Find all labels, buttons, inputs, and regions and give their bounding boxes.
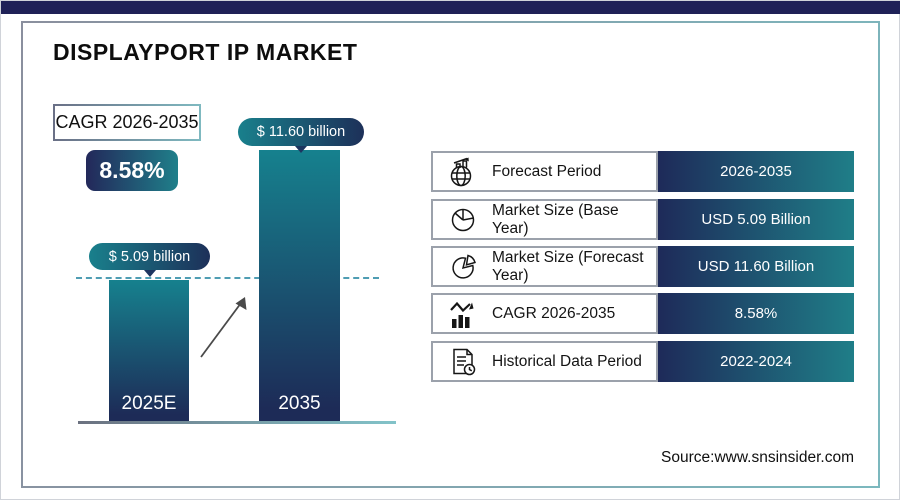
cagr-value: 8.58%: [99, 157, 165, 183]
row-value: 8.58%: [734, 305, 778, 322]
source-attribution: Source:www.snsinsider.com: [661, 449, 854, 466]
table-row-label-market-size-base: Market Size (Base Year): [431, 199, 658, 240]
pie-chart-exploded-icon: [452, 254, 476, 279]
row-value: USD 11.60 Billion: [697, 258, 815, 275]
top-accent-bar: [1, 1, 900, 14]
row-value: USD 5.09 Billion: [701, 211, 811, 228]
bar-2025-value-label: $ 5.09 billion: [108, 248, 191, 265]
bar-2035-value-pill: $ 11.60 billion: [238, 118, 364, 153]
pill-pointer-down-icon: [143, 270, 156, 277]
row-label: CAGR 2026-2035: [492, 304, 616, 322]
document-clock-icon: [453, 348, 476, 375]
page-title: DISPLAYPORT IP MARKET: [53, 39, 358, 65]
reference-dashed-line: [76, 277, 379, 279]
x-axis-line: [78, 421, 396, 424]
cagr-value-badge: 8.58%: [86, 150, 178, 191]
table-row-value-historical-period: 2022-2024: [658, 341, 854, 382]
table-row-label-forecast-period: Forecast Period: [431, 151, 658, 192]
row-label: Forecast Period: [492, 162, 602, 180]
row-value: 2022-2024: [720, 353, 792, 370]
bar-2025-category-label: 2025E: [121, 393, 177, 414]
cagr-period-box: CAGR 2026-2035: [53, 104, 201, 141]
pill-pointer-down-icon: [295, 146, 307, 153]
globe-growth-icon: [450, 157, 472, 186]
table-row-value-forecast-period: 2026-2035: [658, 151, 854, 192]
cagr-period-label: CAGR 2026-2035: [55, 112, 199, 132]
bar-2035: 2035: [259, 150, 340, 422]
bar-2025-value-pill: $ 5.09 billion: [89, 243, 210, 277]
bar-2025: 2025E: [109, 280, 189, 422]
table-row-label-cagr: CAGR 2026-2035: [431, 293, 658, 334]
growth-arrow-icon: [200, 297, 247, 358]
row-label: Market Size (Forecast Year): [492, 248, 644, 284]
bar-chart-growth-icon: [450, 301, 474, 328]
row-label: Historical Data Period: [492, 352, 642, 370]
bar-2035-category-label: 2035: [278, 393, 321, 414]
table-row-label-historical-period: Historical Data Period: [431, 341, 658, 382]
row-label: Market Size (Base Year): [492, 201, 619, 237]
table-row-label-market-size-forecast: Market Size (Forecast Year): [431, 246, 658, 287]
table-row-value-market-size-forecast: USD 11.60 Billion: [658, 246, 854, 287]
pie-chart-icon: [451, 208, 475, 231]
bar-2035-value-label: $ 11.60 billion: [256, 124, 346, 140]
row-value: 2026-2035: [720, 163, 792, 180]
table-row-value-cagr: 8.58%: [658, 293, 854, 334]
table-row-value-market-size-base: USD 5.09 Billion: [658, 199, 854, 240]
